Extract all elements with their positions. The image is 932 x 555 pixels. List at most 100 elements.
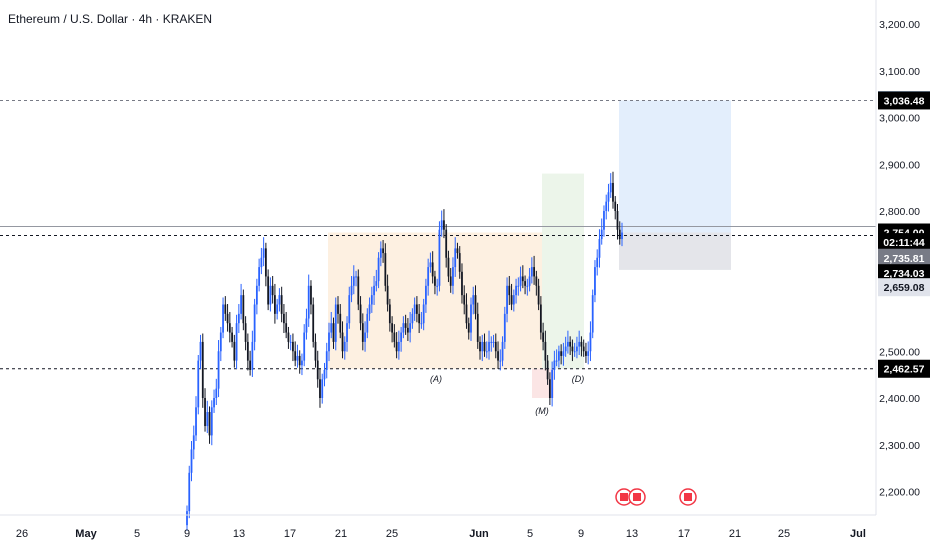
candle-body	[357, 276, 360, 305]
candle-body	[217, 351, 220, 389]
candle-body	[564, 346, 567, 352]
time-tick-label: 17	[284, 528, 296, 540]
candle-body	[325, 351, 328, 370]
price-badge-label: 2,735.81	[884, 253, 925, 265]
candle-body	[404, 323, 407, 328]
candle-body	[485, 351, 488, 353]
price-tick-label: 2,900.00	[879, 159, 920, 171]
candle-body	[528, 276, 531, 286]
candle-body	[368, 304, 371, 314]
candle-body	[355, 276, 357, 278]
candle-body	[233, 341, 236, 361]
time-tick-label: 26	[16, 528, 28, 540]
price-tick-label: 2,200.00	[879, 487, 920, 499]
candle-body	[224, 304, 227, 314]
candle-body	[470, 304, 472, 333]
candle-body	[571, 346, 574, 352]
candle-body	[607, 192, 610, 202]
candle-body	[524, 281, 526, 286]
candle-body	[334, 304, 337, 342]
candle-body	[395, 341, 398, 352]
candle-body	[330, 323, 333, 333]
candle-body	[512, 295, 515, 305]
us-flag-icon-inner	[684, 493, 692, 501]
candle-body	[573, 351, 576, 353]
pattern-zone-d	[542, 173, 584, 369]
candle-body	[431, 262, 434, 277]
time-tick-label: 17	[678, 528, 690, 540]
candle-body	[285, 323, 288, 333]
time-tick-label: 13	[233, 528, 245, 540]
candle-body	[323, 369, 326, 380]
candle-body	[332, 323, 335, 342]
candle-body	[251, 341, 254, 370]
candle-body	[589, 332, 592, 352]
candle-body	[434, 276, 436, 286]
price-axis: 3,200.00 3,100.00 3,000.00 2,900.00 2,800.00…	[875, 0, 930, 515]
time-tick-label: 5	[527, 528, 533, 540]
candle-body	[343, 341, 346, 352]
candle-body	[314, 341, 317, 361]
candle-body	[555, 360, 558, 362]
candle-body	[296, 355, 299, 361]
candle-body	[413, 304, 416, 314]
candle-body	[614, 201, 617, 211]
candle-body	[375, 281, 378, 286]
candle-body	[420, 323, 423, 325]
candle-body	[222, 304, 224, 333]
candle-body	[537, 285, 540, 305]
time-tick-label: 21	[335, 528, 347, 540]
candle-body	[600, 229, 603, 240]
candle-body	[366, 313, 369, 333]
candle-body	[321, 379, 324, 398]
candle-body	[271, 285, 274, 296]
candle-body	[422, 304, 425, 324]
candle-body	[492, 341, 495, 343]
candle-body	[359, 304, 362, 324]
candle-body	[219, 332, 222, 352]
candle-body	[544, 341, 547, 361]
candle-body	[438, 229, 441, 286]
candle-body	[621, 232, 623, 240]
candle-body	[188, 472, 191, 512]
candle-body	[582, 346, 585, 352]
candle-body	[497, 351, 499, 361]
candle-body	[494, 341, 497, 352]
candle-body	[210, 407, 213, 436]
candle-body	[348, 295, 351, 324]
annotation-label: (A)	[430, 374, 442, 384]
candle-body	[618, 229, 621, 240]
annotation-label: (M)	[535, 406, 549, 416]
candle-body	[190, 449, 193, 473]
time-tick-label: Jun	[469, 528, 489, 540]
candle-body	[506, 285, 508, 314]
candle-body	[280, 295, 283, 314]
candle-body	[328, 332, 330, 352]
candle-body	[242, 295, 245, 324]
candle-body	[499, 360, 502, 362]
chart-title: Ethereum / U.S. Dollar · 4h · KRAKEN	[8, 12, 213, 26]
time-tick-label: 21	[729, 528, 741, 540]
price-badge	[878, 233, 930, 252]
candle-body	[596, 257, 599, 268]
candle-body	[560, 351, 563, 356]
candle-body	[418, 313, 421, 324]
candle-body	[377, 257, 380, 282]
candle-body	[287, 332, 290, 342]
candle-body	[298, 355, 301, 366]
candle-body	[612, 182, 614, 202]
candle-body	[400, 332, 403, 342]
candle-body	[379, 248, 382, 258]
candle-body	[361, 323, 364, 342]
candle-body	[386, 285, 389, 305]
candle-body	[488, 341, 490, 352]
price-tick-label: 2,300.00	[879, 440, 920, 452]
candle-body	[461, 271, 463, 296]
candle-body	[312, 304, 315, 342]
candle-body	[481, 341, 484, 352]
candle-body	[609, 182, 612, 193]
candle-body	[409, 323, 412, 333]
candle-body	[429, 262, 432, 268]
